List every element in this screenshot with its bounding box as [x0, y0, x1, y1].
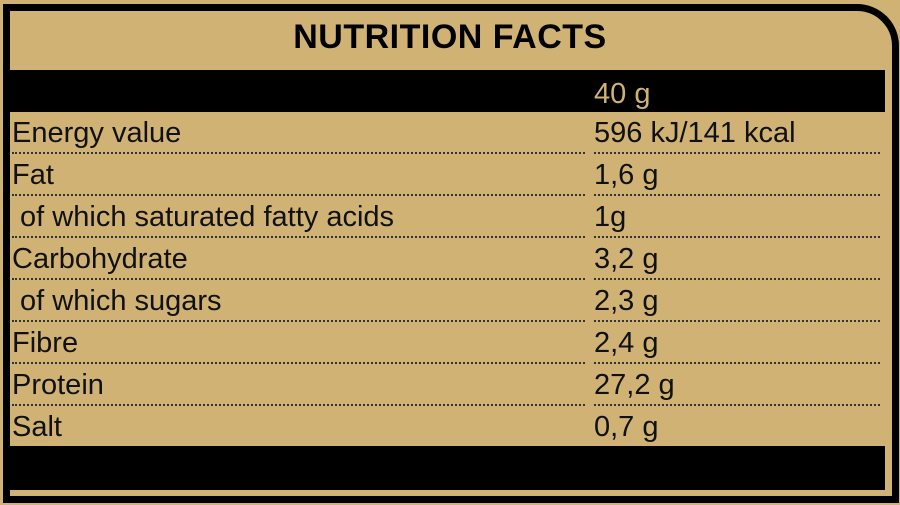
footer-bar — [9, 446, 885, 490]
serving-size: 40 g — [594, 78, 651, 110]
nutrient-label: Carbohydrate — [12, 243, 585, 280]
nutrient-row: of which sugars 2,3 g — [12, 281, 882, 323]
nutrient-row: of which saturated fatty acids 1g — [12, 197, 882, 239]
nutrient-row: Fat 1,6 g — [12, 155, 882, 197]
nutrient-value: 0,7 g — [594, 411, 659, 443]
nutrient-value: 2,4 g — [594, 327, 880, 364]
nutrient-label: Protein — [12, 369, 585, 406]
nutrient-label: Salt — [12, 411, 62, 443]
nutrient-value: 1g — [594, 201, 880, 238]
nutrient-row: Fibre 2,4 g — [12, 323, 882, 365]
nutrient-value: 1,6 g — [594, 159, 880, 196]
header-bar — [9, 70, 885, 112]
nutrient-value: 27,2 g — [594, 369, 880, 406]
nutrient-label: Energy value — [12, 117, 585, 154]
nutrient-value: 3,2 g — [594, 243, 880, 280]
nutrient-value: 2,3 g — [594, 285, 880, 322]
nutrition-title: NUTRITION FACTS — [293, 18, 607, 56]
nutrient-row: Protein 27,2 g — [12, 365, 882, 407]
nutrient-row: Salt 0,7 g — [12, 407, 882, 449]
nutrient-label: Fibre — [12, 327, 585, 364]
nutrient-label: of which sugars — [12, 285, 585, 322]
label-border — [3, 4, 899, 503]
nutrient-row: Carbohydrate 3,2 g — [12, 239, 882, 281]
nutrient-value: 596 kJ/141 kcal — [594, 117, 880, 154]
nutrient-label: Fat — [12, 159, 585, 196]
nutrient-label: of which saturated fatty acids — [12, 201, 585, 238]
nutrient-row: Energy value 596 kJ/141 kcal — [12, 113, 882, 155]
